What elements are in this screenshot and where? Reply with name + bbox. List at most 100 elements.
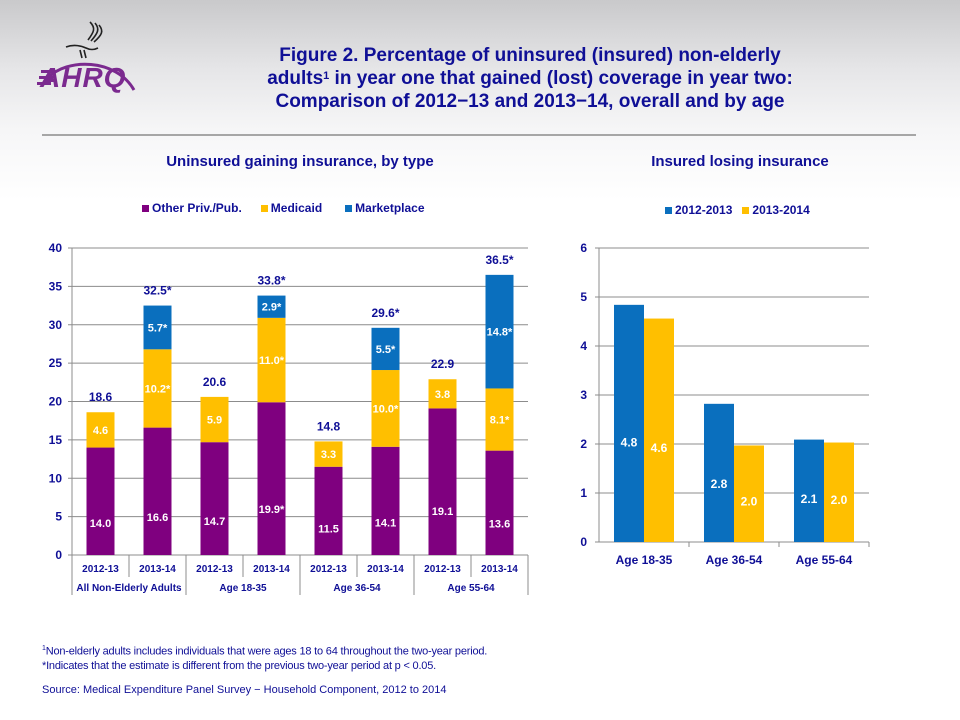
footnote-1-text: Non-elderly adults includes individuals … — [45, 645, 488, 658]
total-data-label: 36.5* — [485, 253, 513, 267]
left-chart-title: Uninsured gaining insurance, by type — [166, 153, 434, 170]
bar-data-label: 2.0 — [831, 493, 848, 507]
header-separator — [42, 134, 916, 136]
y-tick-label: 35 — [49, 279, 63, 293]
bar-segment-other-priv-pub — [428, 408, 457, 555]
total-data-label: 29.6* — [371, 306, 399, 320]
y-tick-label: 4 — [580, 339, 587, 353]
total-data-label: 18.6 — [89, 390, 113, 404]
x-tick-label: Age 18-35 — [616, 553, 673, 567]
segment-data-label: 19.1 — [432, 506, 453, 518]
right-chart-legend: 2012-2013 2013-2014 — [665, 203, 810, 217]
bar-segment-medicaid — [371, 370, 400, 447]
bar-segment-other-priv-pub — [485, 450, 514, 555]
bar-segment-marketplace — [371, 327, 400, 371]
y-tick-label: 5 — [580, 290, 587, 304]
left-chart-stacked-bars: 0 5 10 15 20 25 30 35 40 14.0 4.6 18.6 2012-13 16.6 10… — [49, 241, 529, 595]
bar-segment-marketplace — [257, 295, 286, 318]
x-group-label: Age 18-35 — [219, 583, 267, 594]
segment-data-label: 16.6 — [147, 512, 168, 524]
x-tick-label: 2012-13 — [424, 564, 461, 575]
legend-label-2013-2014: 2013-2014 — [752, 203, 810, 217]
segment-data-label: 5.5* — [376, 344, 396, 356]
bar-segment-medicaid — [200, 396, 229, 443]
y-tick-label: 30 — [49, 318, 63, 332]
y-tick-label: 20 — [49, 395, 63, 409]
footnotes: 1Non-elderly adults includes individuals… — [42, 642, 487, 673]
bar-segment-medicaid — [428, 379, 457, 409]
x-tick-label: 2013-14 — [139, 564, 176, 575]
segment-data-label: 3.3 — [321, 449, 336, 461]
segment-data-label: 14.8* — [487, 327, 513, 339]
title-line-2-end: in year one that gained (lost) coverage … — [329, 68, 793, 89]
total-data-label: 14.8 — [317, 419, 341, 433]
legend-item-medicaid: Medicaid — [260, 201, 323, 215]
x-tick-label: 2013-14 — [367, 564, 404, 575]
title-footnote-marker: 1 — [323, 70, 330, 82]
bar-segment-medicaid — [485, 388, 514, 451]
ahrq-wordmark: AHRQ — [40, 62, 127, 93]
total-data-label: 33.8* — [257, 274, 285, 288]
segment-data-label: 10.0* — [373, 403, 399, 415]
x-tick-label: 2013-14 — [481, 564, 518, 575]
bar-segment-medicaid — [257, 317, 286, 403]
segment-data-label: 8.1* — [490, 415, 510, 427]
legend-item-other-priv-pub: Other Priv./Pub. — [142, 201, 242, 215]
y-tick-label: 6 — [580, 241, 587, 255]
title-line-1: Figure 2. Percentage of uninsured (insur… — [279, 45, 781, 66]
legend-label-medicaid: Medicaid — [270, 201, 323, 215]
x-group-label: All Non-Elderly Adults — [76, 583, 182, 594]
legend-label-other: Other Priv./Pub. — [152, 201, 242, 215]
footnote-2: *Indicates that the estimate is differen… — [42, 659, 437, 672]
bar-segment-marketplace — [485, 274, 514, 389]
bar-2012-2013 — [614, 304, 644, 542]
total-data-label: 32.5* — [143, 284, 171, 298]
segment-data-label: 11.5 — [318, 524, 339, 536]
x-tick-label: 2012-13 — [196, 564, 233, 575]
bar-2013-2014 — [734, 445, 764, 542]
bar-segment-medicaid — [86, 412, 115, 448]
bar-data-label: 2.1 — [801, 492, 818, 506]
bar-data-label: 2.8 — [711, 477, 728, 491]
x-tick-label: Age 36-54 — [706, 553, 763, 567]
figure-title: Figure 2. Percentage of uninsured (insur… — [180, 44, 880, 113]
bar-segment-other-priv-pub — [86, 447, 115, 555]
bar-segment-marketplace — [143, 305, 172, 350]
segment-data-label: 13.6 — [489, 519, 510, 531]
segment-data-label: 2.9* — [262, 302, 282, 314]
segment-data-label: 4.6 — [93, 425, 108, 437]
segment-data-label: 5.9 — [207, 415, 222, 427]
title-line-3: Comparison of 2012−13 and 2013−14, overa… — [275, 91, 785, 112]
source-note: Source: Medical Expenditure Panel Survey… — [42, 684, 447, 696]
y-tick-label: 15 — [49, 433, 63, 447]
total-data-label: 20.6 — [203, 375, 227, 389]
bar-2012-2013 — [704, 403, 734, 542]
segment-data-label: 14.0 — [90, 518, 111, 530]
x-tick-label: 2012-13 — [82, 564, 119, 575]
right-chart-title: Insured losing insurance — [651, 153, 829, 170]
y-tick-label: 1 — [580, 486, 587, 500]
title-line-2: adults1 in year one that gained (lost) c… — [180, 67, 880, 90]
bar-data-label: 2.0 — [741, 494, 758, 508]
segment-data-label: 11.0* — [259, 355, 285, 367]
segment-data-label: 19.9* — [259, 504, 285, 516]
right-chart-grouped-bars: 0 1 2 3 4 5 6 4.8 4.6 Age 18-35 2.8 2.0 Age 36-54 2.1… — [580, 241, 870, 567]
bar-2012-2013 — [794, 439, 824, 542]
legend-item-2012-2013: 2012-2013 — [665, 203, 732, 217]
x-tick-label: Age 55-64 — [796, 553, 853, 567]
bar-segment-other-priv-pub — [257, 402, 286, 555]
segment-data-label: 5.7* — [148, 322, 168, 334]
legend-swatch-other — [142, 204, 149, 212]
segment-data-label: 3.8 — [435, 389, 450, 401]
legend-swatch-medicaid — [260, 204, 268, 212]
bar-segment-other-priv-pub — [200, 442, 229, 555]
y-tick-label: 3 — [580, 388, 587, 402]
bar-segment-other-priv-pub — [314, 466, 343, 555]
legend-swatch-2013-2014 — [742, 206, 750, 214]
bar-segment-other-priv-pub — [143, 427, 172, 555]
legend-label-marketplace: Marketplace — [355, 201, 425, 215]
bar-2013-2014 — [824, 442, 854, 542]
bar-data-label: 4.8 — [621, 435, 638, 449]
legend-swatch-marketplace — [345, 204, 353, 212]
bar-segment-other-priv-pub — [371, 446, 400, 555]
